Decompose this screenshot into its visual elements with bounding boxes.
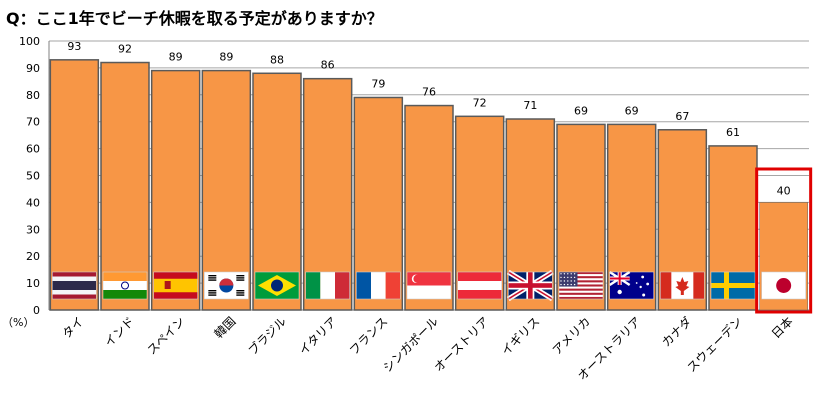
india-flag: [102, 271, 148, 300]
france-flag: [356, 271, 401, 300]
bar-0: [49, 59, 100, 311]
y-tick-label: 20: [26, 250, 40, 263]
category-label: フランス: [347, 314, 391, 358]
singapore-flag: [406, 271, 452, 300]
value-label: 89: [169, 51, 183, 64]
uk-flag: [507, 269, 554, 302]
chart-title: Q：ここ1年でビーチ休暇を取る予定がありますか？: [6, 9, 383, 28]
y-axis-label: （%）: [2, 316, 34, 329]
value-label: 88: [270, 53, 284, 66]
value-label: 76: [422, 86, 436, 99]
italy-flag: [305, 271, 350, 300]
value-label: 93: [67, 40, 81, 53]
flags: [52, 269, 806, 302]
bar-5: [302, 77, 353, 311]
canada-flag: [660, 271, 705, 300]
highlight: [755, 167, 813, 314]
y-axis: 0 10 20 30 40 50 60 70 80 90 100 （%）: [2, 35, 809, 329]
category-label: インド: [102, 314, 137, 349]
category-labels: タイ インド スペイン 韓国 ブラジル イタリア フランスシンガポールオーストリア イギリスア…: [60, 314, 796, 384]
value-label: 71: [523, 99, 537, 112]
y-tick-label: 70: [26, 116, 40, 129]
austria-flag: [457, 271, 502, 300]
bar-2: [150, 69, 201, 311]
australia-flag: [608, 270, 654, 300]
usa-flag: [558, 271, 604, 300]
y-tick-label: 60: [26, 143, 40, 156]
y-tick-label: 30: [26, 223, 40, 236]
value-label: 40: [777, 184, 791, 197]
value-label: 79: [371, 77, 385, 90]
category-label: 韓国: [212, 314, 239, 341]
category-label: 日本: [769, 314, 796, 341]
sweden-flag: [710, 271, 756, 300]
spain-flag: [153, 271, 198, 300]
thailand-flag: [52, 271, 97, 300]
value-label: 69: [625, 104, 639, 117]
category-label: ブラジル: [245, 314, 289, 358]
y-tick-label: 50: [26, 170, 40, 183]
category-label: オーストリア: [431, 314, 491, 374]
value-label: 67: [675, 110, 689, 123]
value-labels: 93 92 89 89 88 86 79 76 72 71 69 69 67 61 40: [67, 40, 806, 202]
category-label: イタリア: [296, 314, 340, 358]
bar-4: [252, 72, 302, 311]
korea-flag: [204, 271, 249, 300]
brazil-flag: [254, 271, 300, 300]
y-tick-label: 10: [26, 277, 40, 290]
y-tick-label: 40: [26, 196, 40, 209]
bar-1: [100, 61, 150, 311]
japan-flag: [761, 271, 806, 300]
y-tick-label: 80: [26, 89, 40, 102]
value-label-box: [761, 177, 806, 202]
y-tick-label: 0: [33, 304, 40, 317]
category-label: アメリカ: [550, 314, 593, 357]
value-label: 61: [726, 126, 740, 139]
category-label: スペイン: [145, 314, 188, 357]
category-label: カナダ: [658, 314, 694, 350]
category-label: タイ: [60, 314, 87, 341]
category-label: イギリス: [499, 314, 543, 358]
value-label: 86: [321, 59, 335, 72]
value-label: 92: [118, 43, 132, 56]
highlight-frame: [755, 167, 813, 314]
value-label: 69: [574, 104, 588, 117]
bar-3: [201, 69, 252, 311]
y-tick-label: 90: [26, 62, 40, 75]
value-label: 72: [473, 96, 487, 109]
y-tick-label: 100: [19, 35, 40, 48]
value-label: 89: [219, 51, 233, 64]
